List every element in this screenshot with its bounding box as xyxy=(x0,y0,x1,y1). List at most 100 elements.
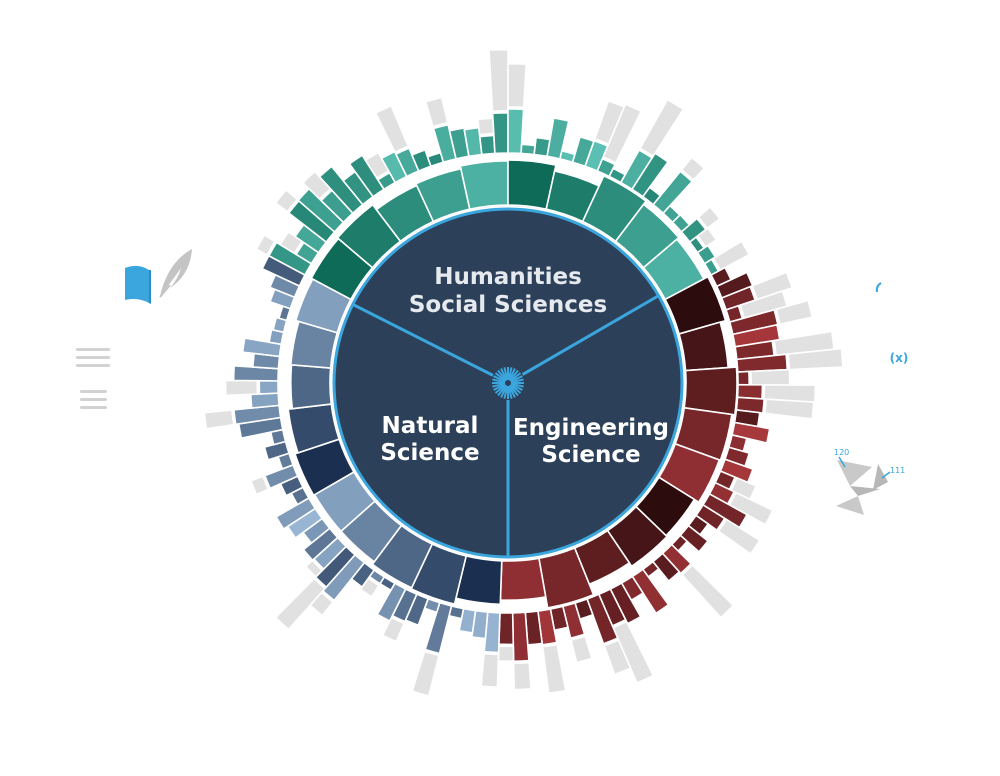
engineering-outer-extension xyxy=(775,299,814,326)
engineering-outer-extension xyxy=(750,368,791,386)
engineering-outer-bar xyxy=(631,568,670,615)
sector-label-engineering-line1: Engineering xyxy=(513,415,669,441)
engineering-inner-segment xyxy=(537,546,595,609)
engineering-outer-bar xyxy=(728,308,779,336)
humanities-outer-extension xyxy=(476,117,495,136)
humanities-outer-bar xyxy=(348,154,386,198)
center-burst-ray xyxy=(510,378,524,384)
natural-outer-extension xyxy=(411,650,440,697)
humanities-outer-extension xyxy=(274,188,299,213)
center-burst-ray xyxy=(503,367,509,381)
natural-outer-extension xyxy=(224,379,259,397)
center-burst-ray xyxy=(509,369,519,382)
center-burst-ray xyxy=(507,385,513,399)
natural-outer-extension xyxy=(274,577,327,631)
humanities-outer-bar xyxy=(478,134,496,156)
natural-inner-segment xyxy=(410,542,468,606)
humanities-outer-extension xyxy=(364,151,390,180)
humanities-outer-extension xyxy=(712,240,751,272)
engineering-outer-bar xyxy=(736,383,764,400)
humanities-outer-bar xyxy=(394,147,420,178)
humanities-outer-bar xyxy=(652,170,694,215)
engineering-outer-bar xyxy=(736,370,750,386)
natural-inner-segment xyxy=(290,363,333,410)
engineering-outer-bar xyxy=(679,524,710,553)
humanities-inner-segment xyxy=(614,203,680,269)
center-burst-ray xyxy=(492,378,506,384)
sector-label-humanities-line2: Social Sciences xyxy=(409,292,607,318)
humanities-outer-extension xyxy=(424,96,449,128)
natural-outer-bar xyxy=(458,607,477,634)
book-icon xyxy=(125,265,151,304)
math-bracket-icon xyxy=(875,282,882,293)
natural-inner-segment xyxy=(294,278,352,334)
humanities-inner-segment xyxy=(507,159,557,211)
engineering-outer-bar xyxy=(511,611,530,663)
natural-outer-bar xyxy=(483,611,501,654)
natural-outer-extension xyxy=(381,616,406,643)
center-burst-ray xyxy=(509,384,519,397)
sector-dividers xyxy=(351,294,659,557)
humanities-inner-segment xyxy=(459,159,509,211)
natural-outer-bar xyxy=(261,254,307,288)
sunburst-bars xyxy=(203,48,844,697)
natural-inner-segment xyxy=(371,524,434,589)
molecule-icon: 120 111 xyxy=(834,448,905,515)
humanities-outer-extension xyxy=(374,104,410,154)
center-burst-ray xyxy=(510,383,523,391)
center-burst-ray xyxy=(509,384,522,394)
center-burst-ray xyxy=(508,385,516,398)
humanities-inner-segment xyxy=(581,174,648,243)
natural-outer-bar xyxy=(263,440,291,461)
engineering-outer-bar xyxy=(694,503,726,532)
sector-label-natural-line1: Natural xyxy=(382,413,479,439)
engineering-outer-bar xyxy=(651,552,681,583)
x-variable-icon: (x) xyxy=(890,351,909,365)
humanities-outer-extension xyxy=(696,226,718,249)
natural-outer-bar xyxy=(233,404,282,426)
engineering-outer-bar xyxy=(537,608,558,646)
natural-inner-segment xyxy=(287,403,341,454)
center-burst-disc xyxy=(491,366,525,400)
divider-right xyxy=(507,294,659,385)
center-burst-ray xyxy=(500,368,508,381)
natural-outer-bar xyxy=(470,609,489,640)
natural-inner-segment xyxy=(293,438,355,497)
engineering-outer-extension xyxy=(612,620,655,685)
engineering-outer-extension xyxy=(728,491,774,526)
humanities-outer-extension xyxy=(697,205,721,230)
molecule-label-b: 111 xyxy=(890,466,905,475)
text-lines-icon xyxy=(76,348,110,409)
engineering-inner-segment xyxy=(674,406,733,462)
natural-outer-extension xyxy=(249,475,270,496)
sector-label-humanities-line1: Humanities xyxy=(434,264,582,290)
humanities-outer-extension xyxy=(488,48,509,113)
engineering-outer-extension xyxy=(717,518,761,556)
engineering-inner-segment xyxy=(499,557,547,601)
humanities-outer-extension xyxy=(255,233,276,257)
natural-outer-extension xyxy=(203,409,235,430)
humanities-outer-bar xyxy=(491,112,509,155)
humanities-outer-extension xyxy=(301,170,332,201)
engineering-outer-extension xyxy=(787,347,844,371)
center-burst-ray xyxy=(507,367,513,381)
humanities-outer-extension xyxy=(638,98,685,158)
center-burst-ray xyxy=(494,372,507,382)
molecule-label-a: 120 xyxy=(834,448,849,457)
humanities-outer-bar xyxy=(520,143,537,156)
engineering-inner-segment xyxy=(664,275,727,335)
humanities-outer-bar xyxy=(318,165,364,215)
natural-outer-bar xyxy=(275,496,317,531)
engineering-outer-bar xyxy=(661,543,693,575)
humanities-outer-extension xyxy=(680,156,706,182)
humanities-outer-extension xyxy=(507,62,528,109)
natural-outer-bar xyxy=(258,379,280,395)
center-burst-ray xyxy=(494,384,507,394)
engineering-outer-bar xyxy=(498,612,515,646)
center-burst-ray xyxy=(493,383,506,391)
natural-outer-bar xyxy=(241,337,283,358)
engineering-outer-bar xyxy=(731,421,771,444)
engineering-outer-extension xyxy=(541,643,567,695)
engineering-outer-extension xyxy=(570,635,593,664)
center-burst-ray xyxy=(500,385,508,398)
